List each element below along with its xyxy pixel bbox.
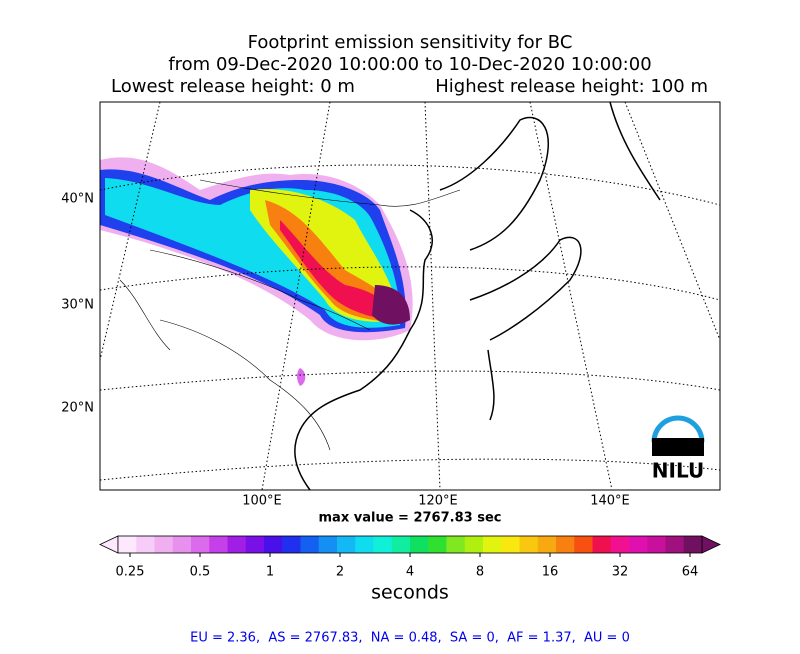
colorbar-tick-label: 0.25: [116, 565, 145, 580]
colorbar-segment: [245, 536, 265, 553]
colorbar-segment: [172, 536, 192, 553]
graticule: [99, 101, 721, 491]
colorbar-segment: [665, 536, 685, 553]
lon-label: 120°E: [418, 494, 458, 509]
colorbar-segment: [647, 536, 666, 553]
colorbar-segment: [428, 536, 447, 553]
nilu-logo: NILU: [651, 415, 705, 483]
colorbar-segment: [209, 536, 228, 553]
lat-label: 20°N: [61, 401, 94, 416]
plume: [100, 157, 413, 386]
colorbar-segment: [410, 536, 429, 553]
map-frame: [99, 101, 721, 491]
max-value: max value = 2767.83 sec: [319, 511, 502, 526]
colorbar-segment: [446, 536, 466, 553]
lon-label: 140°E: [590, 494, 630, 509]
colorbar-tick-label: 2: [336, 565, 344, 580]
colorbar-segment: [501, 536, 520, 553]
colorbar-extend-low: [99, 535, 119, 554]
colorbar-segment: [264, 536, 283, 553]
colorbar-segment: [300, 536, 320, 553]
colorbar-segment: [154, 536, 174, 553]
colorbar-segment: [118, 536, 137, 553]
coastline: [294, 101, 661, 491]
title-line: from 09-Dec-2020 10:00:00 to 10-Dec-2020…: [168, 54, 651, 75]
colorbar-tick-label: 32: [612, 565, 629, 580]
region-summary: EU = 2.36, AS = 2767.83, NA = 0.48, SA =…: [190, 631, 630, 646]
colorbar-segment: [391, 536, 411, 553]
title-line: Footprint emission sensitivity for BC: [248, 32, 573, 53]
lat-labels: 40°N 30°N 20°N: [61, 192, 94, 416]
colorbar-tick-label: 64: [682, 565, 699, 580]
colorbar-segment: [337, 536, 356, 553]
colorbar-segment: [519, 536, 539, 553]
colorbar-segment: [282, 536, 301, 553]
colorbar-tick-label: 8: [476, 565, 484, 580]
colorbar-segment: [592, 536, 612, 553]
colorbar-segment: [610, 536, 630, 553]
colorbar-segment: [464, 536, 484, 553]
lon-labels: 100°E 120°E 140°E: [242, 494, 630, 509]
colorbar-segment: [373, 536, 393, 553]
colorbar-segment: [227, 536, 247, 553]
highest-height: Highest release height: 100 m: [435, 76, 708, 97]
colorbar-segment: [136, 536, 155, 553]
map: NILU: [99, 101, 721, 491]
colorbar-segment: [683, 536, 703, 553]
borders: [119, 179, 461, 451]
colorbar-segment: [574, 536, 593, 553]
lat-label: 40°N: [61, 192, 94, 207]
lowest-height: Lowest release height: 0 m: [111, 76, 355, 97]
colorbar-extend-high: [701, 535, 721, 554]
colorbar: 0.25 0.5 1 2 4 8 16 32 64: [99, 535, 721, 580]
colorbar-segment: [355, 536, 374, 553]
colorbar-segment: [483, 536, 502, 553]
logo-text: NILU: [652, 459, 704, 483]
colorbar-label: seconds: [371, 582, 449, 604]
colorbar-tick-label: 16: [542, 565, 559, 580]
lat-label: 30°N: [61, 298, 94, 313]
colorbar-tick-label: 0.5: [190, 565, 211, 580]
colorbar-segment: [556, 536, 575, 553]
colorbar-segment: [537, 536, 557, 553]
lon-label: 100°E: [242, 494, 282, 509]
colorbar-tick-label: 4: [406, 565, 414, 580]
colorbar-segment: [191, 536, 210, 553]
colorbar-segment: [629, 536, 648, 553]
colorbar-tick-label: 1: [266, 565, 274, 580]
colorbar-segment: [318, 536, 338, 553]
